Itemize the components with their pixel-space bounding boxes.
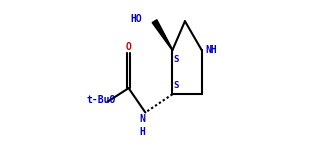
Text: S: S — [174, 55, 179, 64]
Text: S: S — [174, 81, 179, 90]
Polygon shape — [152, 20, 173, 50]
Text: O: O — [126, 42, 132, 52]
Text: N: N — [140, 114, 146, 124]
Text: HO: HO — [131, 14, 142, 24]
Text: t-BuO: t-BuO — [87, 95, 116, 105]
Text: NH: NH — [205, 45, 217, 55]
Text: H: H — [140, 126, 146, 137]
